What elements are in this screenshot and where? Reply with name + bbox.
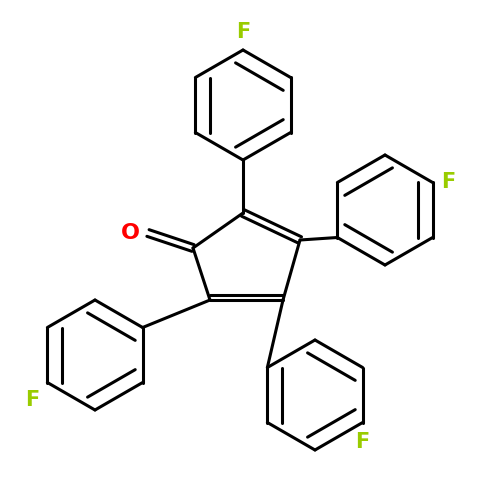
Text: F: F [236, 22, 250, 42]
Text: F: F [356, 432, 370, 452]
Text: O: O [121, 223, 140, 243]
Text: F: F [25, 390, 40, 410]
Text: F: F [440, 172, 455, 193]
